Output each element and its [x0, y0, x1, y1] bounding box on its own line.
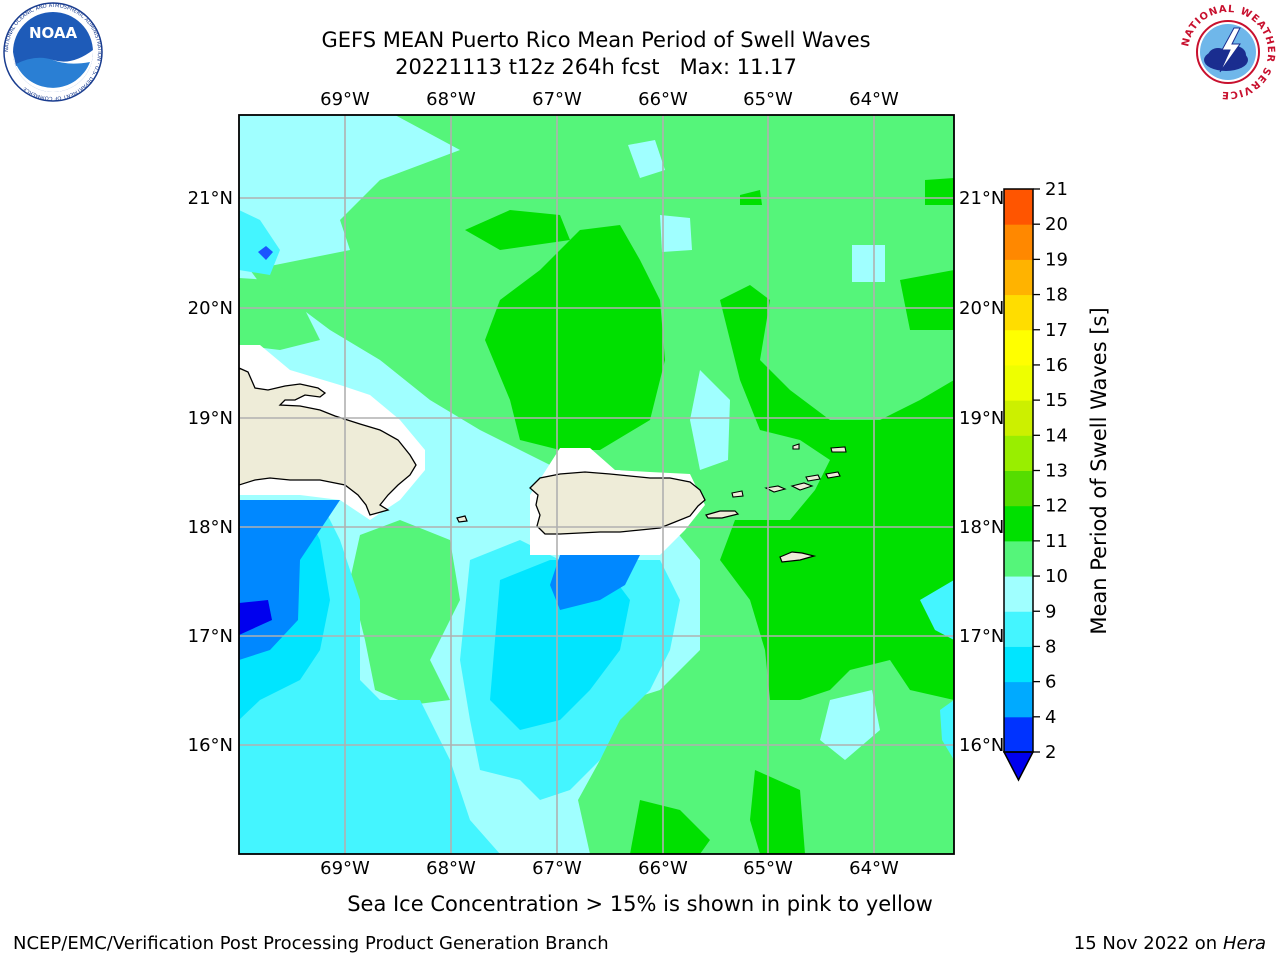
- lon-label: 67°W: [532, 858, 582, 879]
- colorbar-segment: [1004, 646, 1033, 683]
- colorbar-tick-label: 8: [1045, 636, 1056, 657]
- colorbar: 2 4 6 8 9 10 11 12 13 14 15 16 17 18 19 20 21: [1002, 179, 1068, 782]
- lon-labels-bottom: 69°W 68°W 67°W 66°W 65°W 64°W: [320, 858, 899, 879]
- colorbar-under-triangle: [1002, 751, 1035, 782]
- colorbar-tick-label: 14: [1045, 425, 1068, 446]
- lat-label: 18°N: [959, 517, 1004, 538]
- nws-logo-icon: NATIONAL WEATHER SERVICE: [1180, 4, 1276, 100]
- contour-10-11: [750, 770, 805, 854]
- colorbar-tick-label: 18: [1045, 285, 1068, 306]
- lat-label: 19°N: [959, 408, 1004, 429]
- colorbar-segment: [1004, 435, 1033, 471]
- colorbar-tick-label: 15: [1045, 390, 1068, 411]
- lon-label: 64°W: [849, 858, 899, 879]
- colorbar-segment: [1004, 681, 1033, 718]
- lon-label: 65°W: [743, 89, 793, 110]
- lat-label: 16°N: [188, 735, 233, 756]
- colorbar-segment: [1004, 294, 1033, 331]
- sea-ice-caption: Sea Ice Concentration > 15% is shown in …: [347, 892, 933, 916]
- lat-label: 16°N: [959, 735, 1004, 756]
- vieques-island: [705, 510, 740, 519]
- lon-labels-top: 69°W 68°W 67°W 66°W 65°W 64°W: [320, 89, 899, 110]
- colorbar-tick-label: 20: [1045, 214, 1068, 235]
- hispaniola-land: [239, 367, 417, 516]
- colorbar-segment: [1004, 400, 1033, 436]
- lon-label: 69°W: [320, 89, 370, 110]
- lat-label: 21°N: [188, 188, 233, 209]
- contour-9-10: [350, 520, 460, 705]
- colorbar-tick-label: 17: [1045, 320, 1068, 341]
- contour-9-10: [239, 278, 320, 350]
- lon-label: 65°W: [743, 858, 793, 879]
- colorbar-tick-label: 12: [1045, 496, 1068, 517]
- colorbar-segment: [1004, 576, 1033, 612]
- colorbar-segment: [1004, 329, 1033, 366]
- noaa-logo-icon: NOAA NATIONAL OCEANIC AND ATMOSPHERIC AD…: [3, 2, 103, 102]
- colorbar-tick-label: 4: [1045, 707, 1056, 728]
- contour-10-11: [465, 210, 570, 250]
- run-date-text: 15 Nov 2022 on: [1073, 933, 1218, 954]
- colorbar-segment: [1004, 189, 1033, 225]
- colorbar-segment: [1004, 470, 1033, 507]
- contour-4-6: [490, 560, 630, 730]
- contour-10-11: [925, 178, 954, 205]
- lon-label: 69°W: [320, 858, 370, 879]
- lat-label: 17°N: [188, 626, 233, 647]
- noaa-text: NOAA: [29, 24, 78, 42]
- lon-label: 68°W: [426, 858, 476, 879]
- lon-label: 66°W: [638, 858, 688, 879]
- colorbar-tick-label: 10: [1045, 566, 1068, 587]
- lon-label: 66°W: [638, 89, 688, 110]
- contour-6-8: [920, 580, 954, 640]
- lat-label: 21°N: [959, 188, 1004, 209]
- contour-10-11: [485, 225, 665, 450]
- colorbar-tick-label: 6: [1045, 672, 1056, 693]
- contour-under-2: [239, 600, 272, 635]
- map-title-line1: GEFS MEAN Puerto Rico Mean Period of Swe…: [321, 28, 871, 52]
- colorbar-segment: [1004, 364, 1033, 401]
- colorbar-tick-label: 2: [1045, 742, 1056, 763]
- map-title-line2: 20221113 t12z 264h fcst Max: 11.17: [395, 55, 797, 79]
- lat-label: 20°N: [188, 298, 233, 319]
- plot-frame: [238, 114, 955, 855]
- mona-island: [456, 515, 468, 523]
- lon-label: 68°W: [426, 89, 476, 110]
- virgin-islands: [731, 443, 847, 498]
- colorbar-segment: [1004, 224, 1033, 260]
- contour-10-11: [720, 285, 954, 700]
- colorbar-tick-label: 16: [1045, 355, 1068, 376]
- colorbar-segment: [1004, 716, 1033, 753]
- contour-fill-layer: [239, 115, 954, 854]
- contour-10-11: [900, 270, 954, 330]
- lat-labels-right: 21°N 20°N 19°N 18°N 17°N 16°N: [959, 188, 1004, 756]
- st-croix-island: [779, 551, 817, 563]
- lon-label: 64°W: [849, 89, 899, 110]
- colorbar-segment: [1004, 505, 1033, 542]
- lat-label: 19°N: [188, 408, 233, 429]
- colorbar-tick-label: 11: [1045, 531, 1068, 552]
- lat-label: 17°N: [959, 626, 1004, 647]
- lat-labels-left: 21°N 20°N 19°N 18°N 17°N 16°N: [188, 188, 233, 756]
- contour-2-4: [550, 555, 640, 610]
- contour-6-8: [239, 210, 280, 275]
- contour-10-11: [630, 800, 710, 854]
- lon-label: 67°W: [532, 89, 582, 110]
- machine-name: Hera: [1222, 933, 1266, 954]
- colorbar-tick-label: 13: [1045, 461, 1068, 482]
- colorbar-tick-label: 21: [1045, 179, 1068, 200]
- graticule: [239, 115, 954, 854]
- lat-label: 18°N: [188, 517, 233, 538]
- colorbar-tick-label: 9: [1045, 601, 1056, 622]
- credit-text: NCEP/EMC/Verification Post Processing Pr…: [13, 933, 609, 954]
- colorbar-tick-label: 19: [1045, 249, 1068, 270]
- colorbar-segment: [1004, 611, 1033, 647]
- colorbar-segment: [1004, 259, 1033, 296]
- colorbar-segment: [1004, 540, 1033, 577]
- colorbar-label: Mean Period of Swell Waves [s]: [1087, 307, 1111, 634]
- run-date: 15 Nov 2022 on Hera: [1074, 933, 1266, 954]
- lat-label: 20°N: [959, 298, 1004, 319]
